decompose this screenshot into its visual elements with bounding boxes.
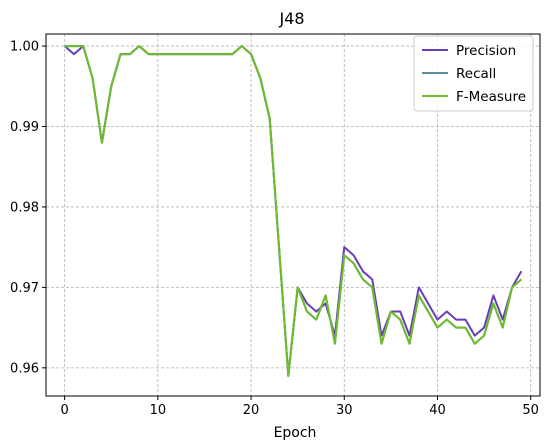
legend-box [413, 35, 534, 112]
series-line-f-measure [64, 45, 523, 377]
y-tick-label: 0.99 [10, 120, 39, 135]
x-tick-label: 10 [150, 403, 167, 418]
y-axis: 0.96 0.97 0.98 0.99 1.00 [10, 40, 46, 376]
x-tick-label: 40 [429, 403, 446, 418]
legend-label-f-measure: F-Measure [456, 89, 526, 105]
x-tick-label: 0 [61, 403, 69, 418]
series-lines [63, 45, 523, 377]
legend-label-precision: Precision [456, 43, 516, 59]
x-tick-label: 20 [243, 403, 260, 418]
legend-label-recall: Recall [456, 66, 496, 82]
x-axis-label: Epoch [274, 425, 317, 441]
plot-frame [45, 33, 541, 397]
x-axis: 0 10 20 30 40 50 [61, 396, 539, 418]
legend: Precision Recall F-Measure [413, 35, 534, 112]
y-tick-label: 0.98 [10, 200, 39, 215]
y-tick-label: 0.97 [10, 281, 39, 296]
y-tick-label: 0.96 [10, 361, 39, 376]
chart-title: J48 [278, 9, 304, 28]
y-tick-label: 1.00 [10, 40, 39, 55]
x-tick-label: 30 [336, 403, 353, 418]
x-tick-label: 50 [522, 403, 539, 418]
